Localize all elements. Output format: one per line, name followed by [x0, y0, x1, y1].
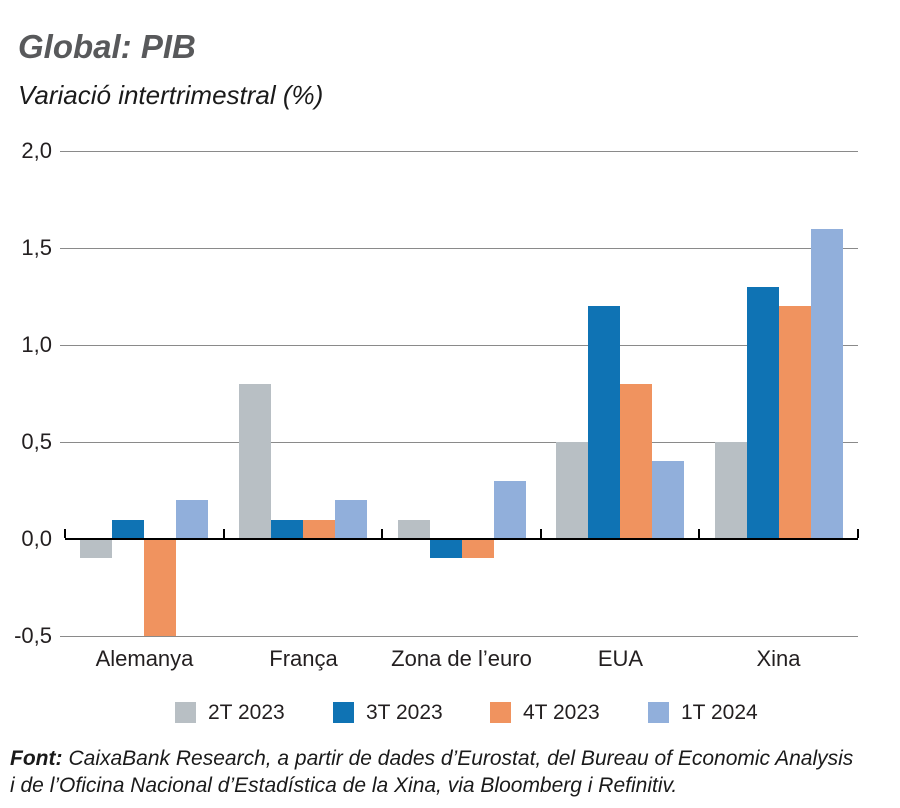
x-axis-tick	[698, 529, 700, 538]
source-label: Font:	[10, 747, 63, 770]
y-tick-label: 1,0	[21, 332, 52, 357]
bar-1T-2024-Alemanya	[176, 500, 209, 539]
chart-subtitle: Variació intertrimestral (%)	[18, 80, 324, 110]
y-tick-label: 1,5	[21, 235, 52, 260]
y-tick-label: -0,5	[14, 623, 52, 648]
x-axis-tick	[223, 529, 225, 538]
x-category-label: EUA	[597, 646, 644, 671]
gridline-2,0	[60, 151, 858, 152]
legend-label-2T-2023: 2T 2023	[208, 701, 285, 724]
legend-label-4T-2023: 4T 2023	[523, 701, 600, 724]
x-category-label: Alemanya	[95, 646, 194, 671]
bar-4T-2023-França	[302, 520, 335, 539]
bar-1T-2024-Zona-de-l’euro	[493, 481, 526, 539]
legend-label-1T-2024: 1T 2024	[681, 701, 758, 724]
bar-3T-2023-Zona-de-l’euro	[429, 539, 462, 558]
x-axis-tick	[64, 529, 66, 538]
source-line-1: Font: CaixaBank Research, a partir de dad…	[10, 745, 890, 772]
bar-1T-2024-EUA	[652, 461, 685, 539]
bar-2T-2023-França	[238, 384, 271, 539]
x-category-label: Zona de l’euro	[391, 646, 532, 671]
bar-4T-2023-EUA	[620, 384, 653, 539]
bar-3T-2023-EUA	[588, 306, 621, 539]
legend-swatch-2T-2023	[175, 702, 196, 723]
bar-3T-2023-Alemanya	[112, 520, 145, 539]
bar-2T-2023-Xina	[714, 442, 747, 539]
gridline-1,0	[60, 345, 858, 346]
legend-label-3T-2023: 3T 2023	[366, 701, 443, 724]
y-tick-label: 2,0	[21, 138, 52, 163]
x-category-label: Xina	[756, 646, 801, 671]
x-axis-line	[65, 538, 858, 540]
source-text-1: CaixaBank Research, a partir de dades d’…	[68, 747, 854, 770]
gridline--0,5	[60, 636, 858, 637]
bar-2T-2023-EUA	[556, 442, 589, 539]
x-axis-tick	[381, 529, 383, 538]
bar-1T-2024-Xina	[810, 229, 843, 539]
bar-1T-2024-França	[334, 500, 367, 539]
chart-title: Global: PIB	[18, 28, 196, 65]
x-category-label: França	[269, 646, 338, 671]
gridline-0,5	[60, 442, 858, 443]
x-axis-tick	[857, 529, 859, 538]
source-line-2: i de l’Oficina Nacional d’Estadística de…	[10, 774, 678, 797]
bar-3T-2023-França	[270, 520, 303, 539]
bar-3T-2023-Xina	[746, 287, 779, 539]
legend-swatch-3T-2023	[333, 702, 354, 723]
bar-2T-2023-Alemanya	[80, 539, 113, 558]
y-tick-label: 0,5	[21, 429, 52, 454]
legend-swatch-1T-2024	[648, 702, 669, 723]
x-axis-tick	[540, 529, 542, 538]
bar-4T-2023-Xina	[778, 306, 811, 539]
y-tick-label: 0,0	[21, 526, 52, 551]
bar-4T-2023-Alemanya	[144, 539, 177, 636]
bar-2T-2023-Zona-de-l’euro	[397, 520, 430, 539]
legend-swatch-4T-2023	[490, 702, 511, 723]
gridline-1,5	[60, 248, 858, 249]
bar-4T-2023-Zona-de-l’euro	[461, 539, 494, 558]
source-note: Font: CaixaBank Research, a partir de dad…	[10, 745, 890, 799]
